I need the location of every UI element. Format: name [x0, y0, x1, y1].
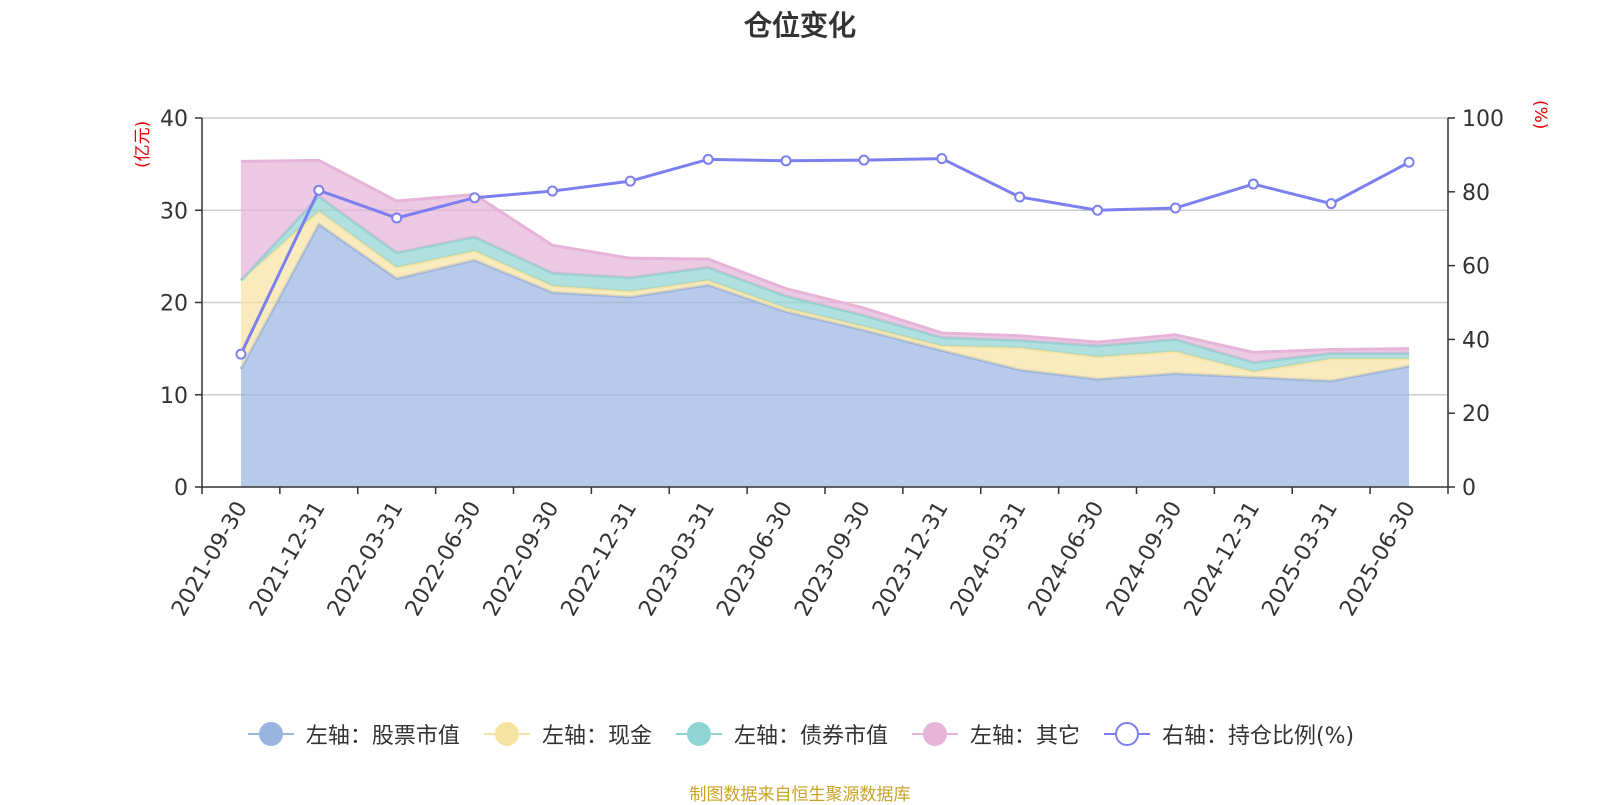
x-axis-tick-label: 2024-03-31: [946, 497, 1032, 620]
axes: [195, 117, 1455, 494]
ratio-point: [546, 185, 558, 197]
chart-area: 0 10 20 30 40 0 20 40 60 80 100 2021-09-302021-12-3…: [160, 107, 1504, 621]
right-axis-tick-label: 0: [1462, 476, 1476, 501]
legend-label: 左轴：股票市值: [305, 724, 460, 749]
x-axis-tick-label: 2024-12-31: [1180, 497, 1266, 620]
x-axis-tick-label: 2025-06-30: [1335, 497, 1421, 620]
ratio-line: [239, 157, 1410, 355]
left-axis-unit: (亿元): [133, 120, 153, 168]
ratio-point: [1014, 191, 1026, 203]
right-axis-tick-label: 20: [1462, 402, 1490, 427]
x-axis-tick-label: 2024-06-30: [1024, 497, 1110, 620]
left-axis-tick-label: 20: [160, 292, 188, 317]
x-axis-tick-label: 2022-12-31: [557, 497, 643, 620]
x-axis-tick-label: 2022-09-30: [479, 497, 565, 620]
legend-item[interactable]: 左轴：股票市值: [246, 718, 460, 750]
area-stock: [240, 224, 1410, 487]
legend: 左轴：股票市值 左轴：现金 左轴：债券市值 左轴：其它 右轴：持仓比例(%): [0, 718, 1600, 750]
legend-label: 左轴：其它: [969, 724, 1080, 749]
x-axis-tick-label: 2021-12-31: [245, 497, 331, 620]
legend-marker-icon: [1103, 722, 1150, 746]
left-axis-tick-label: 40: [160, 107, 188, 132]
right-axis-tick-label: 40: [1462, 328, 1490, 353]
ratio-point: [1325, 198, 1337, 210]
legend-marker-icon: [483, 722, 530, 746]
legend-marker-dot: [686, 722, 711, 746]
legend-label: 左轴：现金: [541, 724, 652, 749]
ratio-point: [1169, 202, 1181, 214]
left-axis-tick-label: 30: [160, 199, 188, 224]
right-axis-tick-label: 80: [1462, 181, 1490, 206]
right-axis-unit: (%): [1530, 100, 1550, 130]
legend-marker-dot: [494, 722, 519, 746]
x-axis-tick-label: 2021-09-30: [167, 497, 253, 620]
ratio-line-layer: [235, 153, 1415, 360]
legend-marker-dot: [1114, 722, 1139, 746]
right-axis-tick-label: 100: [1462, 107, 1504, 132]
left-axis-tick-label: 10: [160, 384, 188, 409]
ratio-point: [469, 192, 481, 204]
source-note: 制图数据来自恒生聚源数据库: [689, 785, 911, 805]
x-axis-tick-label: 2023-09-30: [790, 497, 876, 620]
legend-marker-dot: [258, 722, 283, 746]
ratio-point: [391, 212, 403, 224]
legend-label: 左轴：债券市值: [733, 724, 888, 749]
ratio-point: [1403, 156, 1415, 168]
legend-marker-dot: [922, 722, 947, 746]
ratio-point: [702, 153, 714, 165]
chart-title: 仓位变化: [743, 9, 856, 42]
x-axis-tick-label: 2025-03-31: [1257, 497, 1343, 620]
legend-marker-icon: [675, 722, 722, 746]
legend-item[interactable]: 左轴：其它: [910, 718, 1080, 750]
legend-item[interactable]: 左轴：债券市值: [674, 718, 888, 750]
right-axis-tick-label: 60: [1462, 255, 1490, 280]
x-axis-tick-label: 2022-06-30: [401, 497, 487, 620]
legend-label: 右轴：持仓比例(%): [1161, 724, 1355, 749]
legend-marker-icon: [911, 722, 958, 746]
ratio-point: [235, 348, 247, 360]
x-axis-tick-label: 2023-03-31: [634, 497, 720, 620]
ratio-point: [936, 153, 948, 165]
ratio-point: [624, 175, 636, 187]
ratio-point: [1247, 178, 1259, 190]
x-axis-tick-label: 2023-12-31: [868, 497, 954, 620]
ratio-point: [780, 155, 792, 167]
ratio-point: [1092, 204, 1104, 216]
stacked-areas: [239, 158, 1410, 487]
x-axis-tick-label: 2024-09-30: [1102, 497, 1188, 620]
x-axis-tick-label: 2022-03-31: [323, 497, 409, 620]
left-axis-tick-label: 0: [174, 476, 188, 501]
legend-item[interactable]: 右轴：持仓比例(%): [1102, 718, 1354, 750]
legend-marker-icon: [247, 722, 294, 746]
ratio-point: [313, 184, 325, 196]
legend-item[interactable]: 左轴：现金: [482, 718, 652, 750]
x-axis-tick-label: 2023-06-30: [712, 497, 798, 620]
ratio-point: [858, 154, 870, 166]
area-edge-other: [240, 158, 1410, 354]
